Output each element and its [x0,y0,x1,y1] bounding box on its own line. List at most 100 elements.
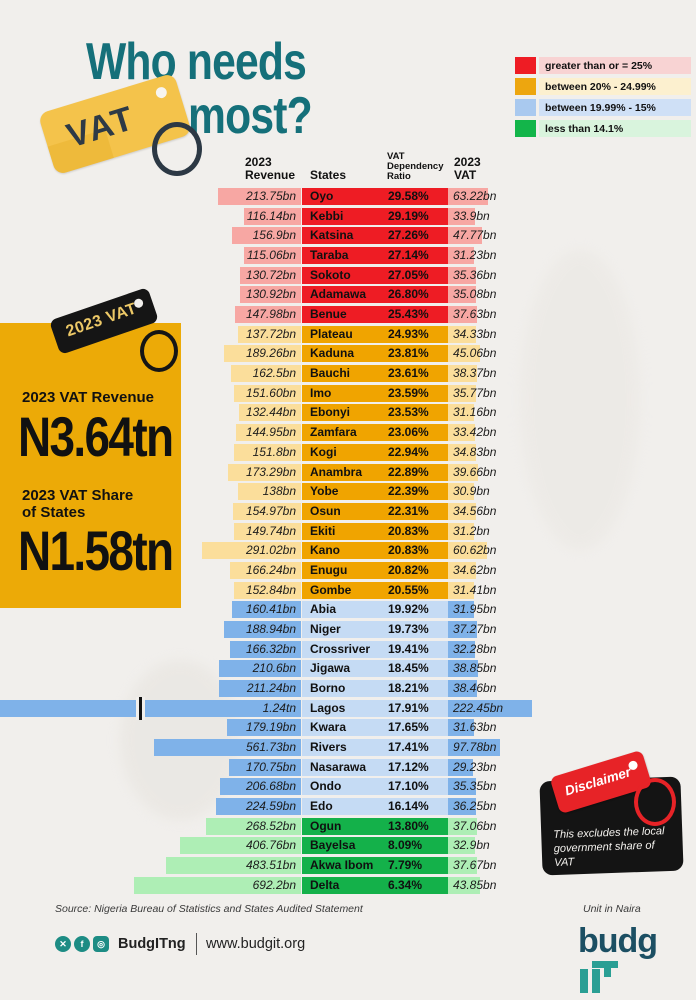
revenue-bar [231,365,301,383]
revenue-bar [239,266,301,284]
revenue-value: 130.72bn [245,267,296,282]
vat-bar [448,778,477,796]
state-ratio-cell: Adamawa 26.80% [302,286,448,304]
revenue-bar [234,306,301,324]
dependency-ratio: 20.82% [388,562,429,577]
state-name: Imo [310,385,332,400]
dependency-ratio: 22.31% [388,503,429,518]
state-ratio-cell: Nasarawa 17.12% [302,758,448,776]
table-row: 483.51bn Akwa Ibom 7.79% 37.67bn [0,857,696,875]
legend-strip: between 19.99% - 15% [539,99,691,116]
website-link[interactable]: www.budgit.org [206,936,306,952]
state-ratio-cell: Plateau 24.93% [302,325,448,343]
table-row: 268.52bn Ogun 13.80% 37.06bn [0,817,696,835]
vat-bar [448,876,480,894]
tag-string-ring-icon [634,778,676,826]
vat-bar [448,404,474,422]
table-row: 154.97bn Osun 22.31% 34.56bn [0,502,696,520]
legend-swatch [515,120,536,137]
vat-value: 35.77bn [453,385,497,400]
table-row: 130.72bn Sokoto 27.05% 35.36bn [0,266,696,284]
instagram-icon[interactable]: ◎ [93,936,109,952]
table-row: 291.02bn Kano 20.83% 60.62bn [0,542,696,560]
dependency-ratio: 17.12% [388,759,429,774]
revenue-value: 115.06bn [246,248,296,263]
revenue-value: 116.14bn [246,208,296,223]
revenue-bar [231,601,301,619]
legend-swatch [515,57,536,74]
state-name: Sokoto [310,267,351,282]
state-ratio-cell: Abia 19.92% [302,601,448,619]
revenue-bar [233,443,301,461]
revenue-value: 692.2bn [252,877,296,892]
state-name: Kaduna [310,346,355,361]
x-social-icon[interactable]: ✕ [55,936,71,952]
revenue-bar [224,620,301,638]
state-name: Gombe [310,582,352,597]
state-name: Adamawa [310,287,367,302]
dependency-ratio: 8.09% [388,838,423,853]
revenue-value: 210.6bn [252,661,296,676]
vat-bar [448,443,476,461]
budgit-logo: budg [578,922,696,1000]
revenue-bar [243,207,301,225]
table-row: 406.76bn Bayelsa 8.09% 32.9bn [0,837,696,855]
state-ratio-cell: Ebonyi 23.53% [302,404,448,422]
state-ratio-cell: Kogi 22.94% [302,443,448,461]
state-ratio-cell: Kebbi 29.19% [302,207,448,225]
vat-bar [448,522,474,540]
state-name: Lagos [310,700,346,715]
vat-bar [448,542,487,560]
table-row: 151.8bn Kogi 22.94% 34.83bn [0,443,696,461]
disclaimer-tag-label: Disclaimer [562,764,633,799]
state-ratio-cell: Kwara 17.65% [302,719,448,737]
legend-strip: between 20% - 24.99% [539,78,691,95]
dependency-ratio: 24.93% [388,326,429,341]
state-name: Yobe [310,484,339,499]
vat-bar [448,502,476,520]
facebook-icon[interactable]: f [74,936,90,952]
vat-value: 31.16bn [453,405,497,420]
vat-value: 38.85bn [453,661,497,676]
state-ratio-cell: Crossriver 19.41% [302,640,448,658]
state-name: Edo [310,799,333,814]
vat-value: 36.25bn [453,799,497,814]
vat-value: 34.62bn [453,562,497,577]
dependency-ratio: 19.73% [388,621,429,636]
header-vat: 2023 VAT [454,155,481,182]
state-ratio-cell: Sokoto 27.05% [302,266,448,284]
tag-string-ring-icon [140,330,178,372]
revenue-bar [179,837,301,855]
revenue-value: 561.73bn [245,740,296,755]
state-name: Kano [310,543,340,558]
vat-share-value: N1.58tn [18,518,206,583]
vat-bar [448,325,476,343]
table-row: 561.73bn Rivers 17.41% 97.78bn [0,739,696,757]
dependency-ratio: 17.41% [388,740,429,755]
dependency-ratio: 27.05% [388,267,429,282]
state-ratio-cell: Ondo 17.10% [302,778,448,796]
state-name: Delta [310,877,340,892]
table-row: 144.95bn Zamfara 23.06% 33.42bn [0,424,696,442]
vat-bar [448,266,477,284]
vat-bar [448,345,481,363]
state-ratio-cell: Yobe 22.39% [302,483,448,501]
revenue-bar [0,699,301,717]
state-name: Niger [310,621,341,636]
vat-bar [448,680,478,697]
revenue-value: 152.84bn [245,582,296,597]
table-row: 213.75bn Oyo 29.58% 63.22bn [0,188,696,205]
vat-bar [448,207,476,225]
page-title-line2: most? [188,86,339,146]
vat-bar [448,483,474,501]
state-ratio-cell: Katsina 27.26% [302,227,448,245]
revenue-bar [134,876,301,894]
revenue-value: 160.41bn [245,602,296,617]
state-ratio-cell: Oyo 29.58% [302,188,448,205]
state-name: Kogi [310,444,337,459]
state-name: Ondo [310,779,342,794]
table-row: 115.06bn Taraba 27.14% 31.23bn [0,247,696,265]
vat-value: 37.63bn [453,307,497,322]
table-row: 224.59bn Edo 16.14% 36.25bn [0,798,696,816]
revenue-value: 179.19bn [245,720,296,735]
